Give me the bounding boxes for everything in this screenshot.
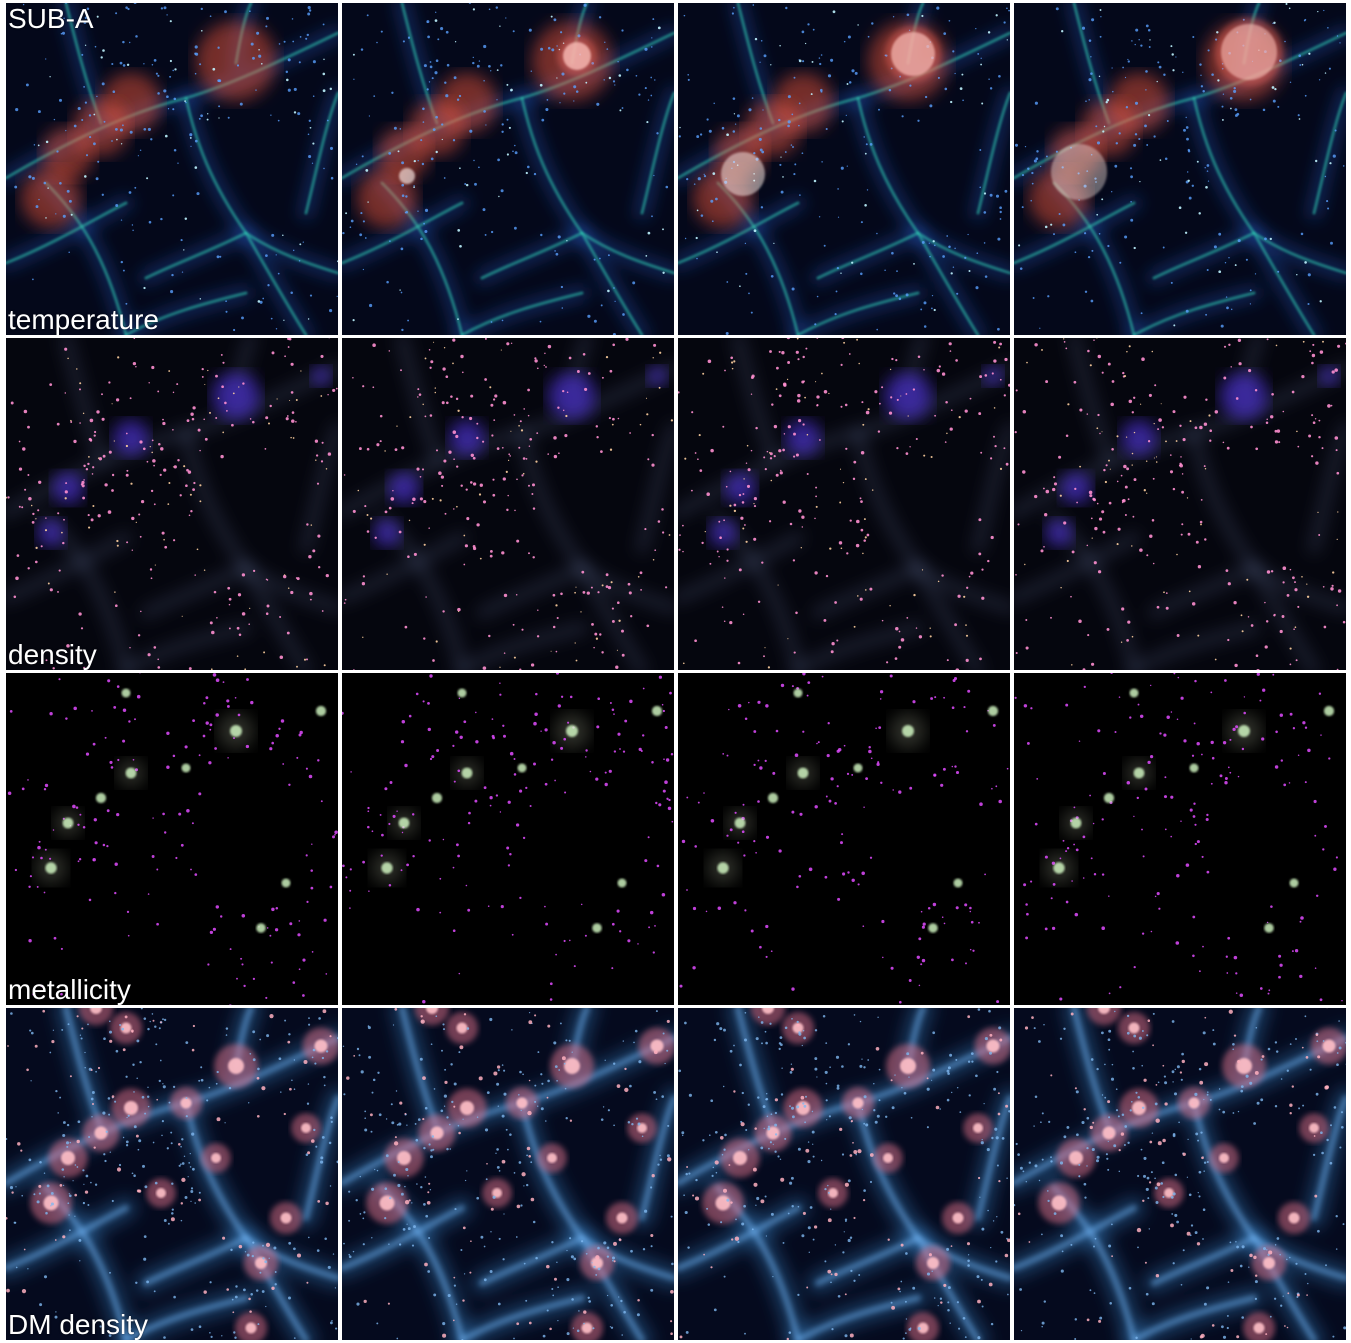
- temperature-map-image: [342, 3, 674, 335]
- density-panel: [678, 338, 1010, 670]
- temperature-panel: [678, 3, 1010, 335]
- density-panel: [1014, 338, 1346, 670]
- temperature-panel: [1014, 3, 1346, 335]
- row-label: temperature: [8, 305, 159, 335]
- dm-panel: DM density: [6, 1008, 338, 1340]
- row-label: metallicity: [8, 975, 131, 1005]
- simulation-label: SUB-A: [8, 3, 94, 35]
- row-label: density: [8, 640, 97, 670]
- metallicity-map-image: [1014, 673, 1346, 1005]
- row-label: DM density: [8, 1310, 148, 1340]
- temperature-map-image: [678, 3, 1010, 335]
- density-map-image: [342, 338, 674, 670]
- density-panel: density: [6, 338, 338, 670]
- dm-map-image: [678, 1008, 1010, 1340]
- temperature-map-image: [1014, 3, 1346, 335]
- temperature-map-image: [6, 3, 338, 335]
- metallicity-map-image: [678, 673, 1010, 1005]
- metallicity-map-image: [342, 673, 674, 1005]
- density-map-image: [678, 338, 1010, 670]
- metallicity-panel: [1014, 673, 1346, 1005]
- temperature-panel: temperature SUB-A: [6, 3, 338, 335]
- density-map-image: [6, 338, 338, 670]
- dm-map-image: [1014, 1008, 1346, 1340]
- dm-panel: [342, 1008, 674, 1340]
- dm-panel: [678, 1008, 1010, 1340]
- dm-map-image: [6, 1008, 338, 1340]
- panel-grid: temperature SUB-A density metallicity DM den…: [6, 3, 1347, 1343]
- dm-panel: [1014, 1008, 1346, 1340]
- metallicity-panel: [678, 673, 1010, 1005]
- metallicity-panel: [342, 673, 674, 1005]
- density-panel: [342, 338, 674, 670]
- temperature-panel: [342, 3, 674, 335]
- density-map-image: [1014, 338, 1346, 670]
- metallicity-panel: metallicity: [6, 673, 338, 1005]
- metallicity-map-image: [6, 673, 338, 1005]
- dm-map-image: [342, 1008, 674, 1340]
